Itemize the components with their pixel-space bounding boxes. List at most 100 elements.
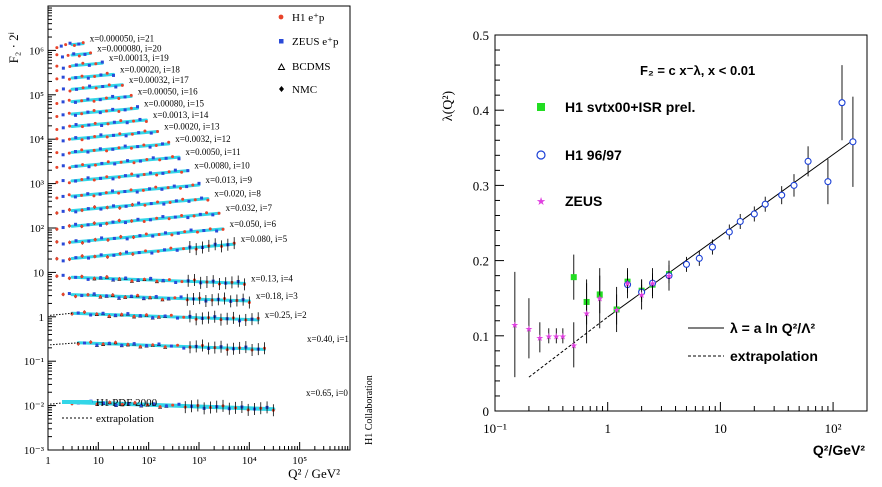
f2-zeus-point <box>186 216 190 220</box>
f2-axis-ticks: 1 10 10² 10³ 10⁴ 10⁵ 10⁻³ 10⁻² 10⁻¹ 1 10 10² 10³ 10⁴ 1… <box>24 7 349 467</box>
f2-zeus-point <box>117 296 121 300</box>
f2-h1-point <box>144 313 148 317</box>
f2-zeus-point <box>151 156 155 160</box>
f2-zeus-point <box>111 94 115 98</box>
lambda-extrapolation-line <box>528 316 608 378</box>
lambda-zeus-point: ★ <box>596 295 604 305</box>
f2-zeus-point <box>86 192 90 196</box>
f2-zeus-point <box>138 117 142 121</box>
f2-h1-point <box>130 219 134 223</box>
f2-series-label: x=0.0080, i=10 <box>194 161 250 171</box>
f2-h1-point <box>171 403 175 407</box>
f2-zeus-point <box>150 251 154 255</box>
lambda-x-tick-label: 10 <box>714 421 727 436</box>
f2-h1-point <box>64 43 68 47</box>
f2-h1-point <box>82 310 86 314</box>
f2-h1-point <box>55 64 59 68</box>
f2-h1-point <box>70 312 74 316</box>
f2-zeus-point <box>59 44 63 48</box>
f2-series-label: x=0.013, i=9 <box>206 175 253 185</box>
f2-h1-point <box>126 343 130 347</box>
lambda-zeus-point: ★ <box>665 272 673 282</box>
f2-h1-point <box>80 148 84 152</box>
f2-zeus-point <box>186 169 190 173</box>
f2-h1-point <box>180 280 184 284</box>
f2-h1-point <box>183 230 187 234</box>
lambda-y-tick-label: 0.4 <box>473 103 490 118</box>
f2-zeus-point <box>200 196 204 200</box>
f2-h1-point <box>93 134 97 138</box>
legend-extrap-label: extrapolation <box>730 348 818 364</box>
f2-h1-point <box>55 77 59 81</box>
f2-h1-point <box>95 402 99 406</box>
f2-series-label: x=0.00050, i=16 <box>138 86 198 96</box>
f2-zeus-point <box>164 156 168 160</box>
f2-h1-point <box>151 343 155 347</box>
f2-x-tick-label: 10³ <box>192 455 207 467</box>
f2-series-label: x=0.18, i=3 <box>256 291 298 301</box>
lambda-x-tick-label: 10⁻¹ <box>483 421 507 436</box>
legend-pdf-label: H1 PDF 2000 <box>96 397 158 409</box>
f2-h1-point <box>142 143 146 147</box>
f2-zeus-point <box>129 294 133 298</box>
f2-zeus-point <box>137 251 141 255</box>
f2-h1-point <box>67 77 71 81</box>
f2-x-tick-label: 10⁵ <box>292 455 307 467</box>
f2-zeus-point <box>61 75 65 79</box>
f2-h1-point <box>95 312 99 316</box>
f2-zeus-point <box>176 316 180 320</box>
f2-x-tick-label: 10 <box>93 455 105 467</box>
f2-zeus-point <box>100 236 104 240</box>
f2-h1-point <box>93 163 97 167</box>
f2-zeus-point <box>73 113 77 117</box>
f2-zeus-point <box>61 273 65 277</box>
f2-zeus-point <box>101 401 105 405</box>
f2-h1-point <box>67 98 71 102</box>
f2-h1-point <box>80 275 84 279</box>
f2-h1-point <box>105 222 109 226</box>
f2-zeus-point <box>162 202 166 206</box>
f2-h1-point <box>154 185 158 189</box>
f2-h1-point <box>168 200 172 204</box>
f2-zeus-point <box>73 100 77 104</box>
f2-zeus-point <box>177 157 181 161</box>
f2-series-label: x=0.40, i=1 <box>307 334 349 344</box>
f2-zeus-point <box>138 234 142 238</box>
f2-zeus-point <box>125 237 129 241</box>
f2-zeus-point <box>83 341 87 345</box>
f2-y-tick-label: 1 <box>39 312 45 324</box>
f2-zeus-point <box>86 176 90 180</box>
f2-pdf-band <box>70 293 251 303</box>
f2-h1-point <box>171 155 175 159</box>
f2-zeus-point <box>185 185 189 189</box>
f2-h1-point <box>182 315 186 319</box>
f2-h1-point <box>132 315 136 319</box>
lambda-x-tick-label: 10² <box>825 421 842 436</box>
f2-h1-point <box>93 75 97 79</box>
f2-h1-point <box>80 99 84 103</box>
f2-zeus-point <box>123 221 127 225</box>
lambda-y-tick-label: 0.5 <box>473 28 489 43</box>
f2-pdf-band <box>70 83 124 91</box>
f2-h1-point <box>130 279 134 283</box>
f2-h1-point <box>148 295 152 299</box>
f2-zeus-point <box>215 229 219 233</box>
f2-zeus-point <box>87 256 91 260</box>
f2-h1-point <box>89 340 93 344</box>
f2-h1-point <box>68 166 72 170</box>
f2-y-axis-label: F₂ · 2ⁱ <box>6 32 21 63</box>
lambda-h1-9697-point <box>761 200 769 208</box>
f2-h1-point <box>167 278 171 282</box>
f2-zeus-point <box>87 165 91 169</box>
f2-h1-point <box>111 293 115 297</box>
f2-panel: 1 10 10² 10³ 10⁴ 10⁵ 10⁻³ 10⁻² 10⁻¹ 1 10 10² 10³ 10⁴ 1… <box>6 5 375 481</box>
f2-zeus-point <box>157 342 161 346</box>
f2-h1-point <box>68 240 72 244</box>
f2-x-axis-label: Q² / GeV² <box>288 466 340 481</box>
f2-zeus-point <box>160 187 164 191</box>
f2-h1-point <box>166 186 170 190</box>
legend-extrapolation-label: extrapolation <box>96 413 155 425</box>
f2-zeus-point <box>74 150 78 154</box>
f2-h1-point <box>217 211 221 215</box>
f2-zeus-point <box>127 402 131 406</box>
